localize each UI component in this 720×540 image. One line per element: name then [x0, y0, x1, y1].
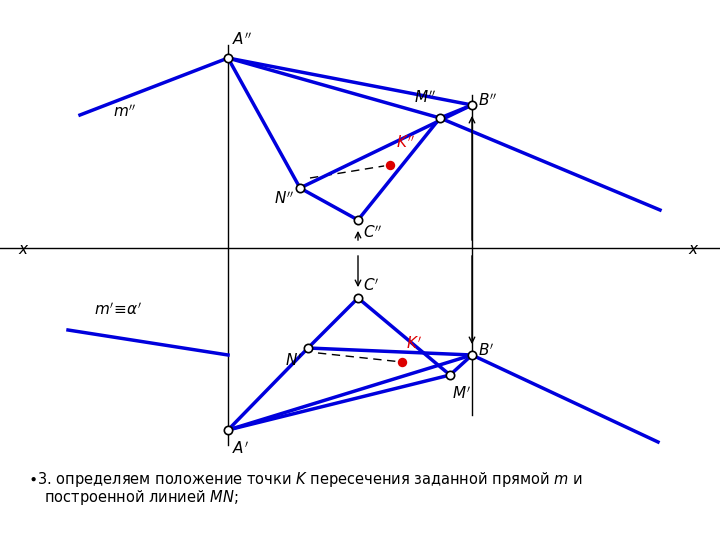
Text: $C''$: $C''$: [363, 224, 382, 241]
Text: $K'$: $K'$: [406, 335, 422, 352]
Text: $m''$: $m''$: [113, 104, 137, 120]
Text: $\bullet$3. определяем положение точки $K$ пересечения заданной прямой $m$ и: $\bullet$3. определяем положение точки $…: [28, 470, 582, 489]
Text: $N''$: $N''$: [274, 190, 294, 207]
Text: $M''$: $M''$: [414, 90, 436, 106]
Text: $x$: $x$: [688, 242, 700, 258]
Text: $x$: $x$: [18, 242, 30, 258]
Text: $m' \!\equiv\! \alpha'$: $m' \!\equiv\! \alpha'$: [94, 302, 142, 318]
Text: $B''$: $B''$: [478, 93, 498, 109]
Text: $C'$: $C'$: [363, 278, 379, 294]
Text: построенной линией $MN$;: построенной линией $MN$;: [44, 488, 238, 507]
Text: $K''$: $K''$: [396, 134, 415, 151]
Text: $B'$: $B'$: [478, 343, 495, 359]
Text: $A'$: $A'$: [232, 440, 249, 457]
Text: $A''$: $A''$: [232, 31, 252, 48]
Text: $M'$: $M'$: [452, 385, 471, 402]
Text: $N'$: $N'$: [284, 352, 302, 369]
